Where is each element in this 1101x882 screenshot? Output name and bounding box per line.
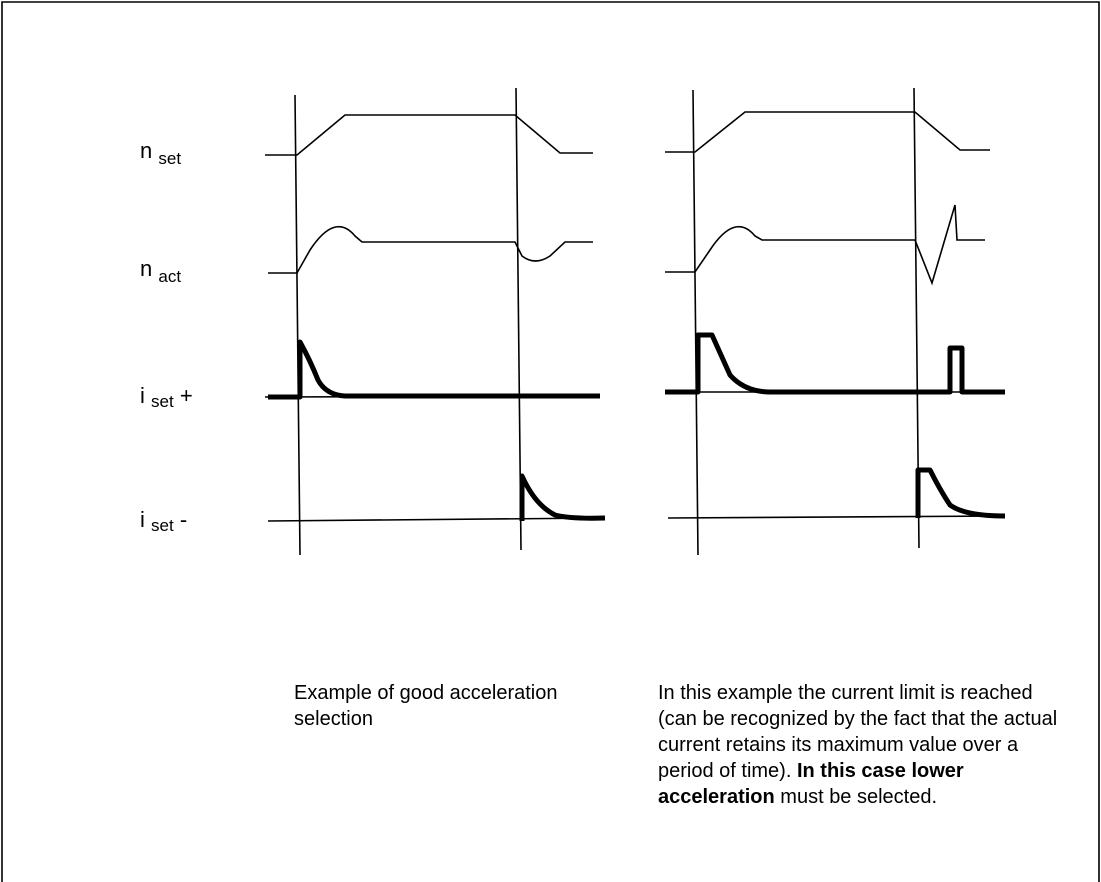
caption-bold: In this case lower acceleration — [658, 760, 964, 808]
n-set-trace — [665, 111, 990, 153]
i-set-minus-trace — [519, 473, 606, 521]
caption-text: must be selected. — [774, 786, 938, 808]
label-suffix: + — [180, 383, 193, 408]
signal-label: i set + — [140, 383, 193, 412]
caption-text: In this example the current limit is rea… — [658, 682, 1058, 782]
label-name: i — [140, 383, 145, 408]
label-sub: set — [151, 516, 174, 535]
marker — [294, 94, 301, 556]
n-act-trace — [268, 226, 593, 274]
i-set-minus-trace — [915, 467, 1006, 519]
label-name: n — [140, 138, 152, 163]
i-set-plus-trace — [665, 332, 1005, 395]
marker — [515, 87, 522, 551]
signal-label: n set — [140, 138, 181, 168]
label-name: n — [140, 256, 152, 281]
i-set-plus-trace — [268, 339, 600, 400]
signal-label: n act — [140, 256, 181, 286]
baseline — [667, 515, 1006, 519]
signal-label: i set - — [140, 507, 187, 536]
caption-left: Example of good acceleration selection — [294, 682, 558, 730]
label-sub: act — [158, 267, 181, 286]
label-suffix: - — [180, 507, 187, 532]
marker — [692, 89, 699, 556]
n-act-trace — [665, 204, 985, 286]
caption-right: In this example the current limit is rea… — [658, 680, 1068, 810]
label-sub: set — [158, 149, 181, 168]
baseline — [267, 517, 606, 522]
label-name: i — [140, 507, 145, 532]
n-set-trace — [265, 114, 593, 156]
label-sub: set — [151, 392, 174, 411]
